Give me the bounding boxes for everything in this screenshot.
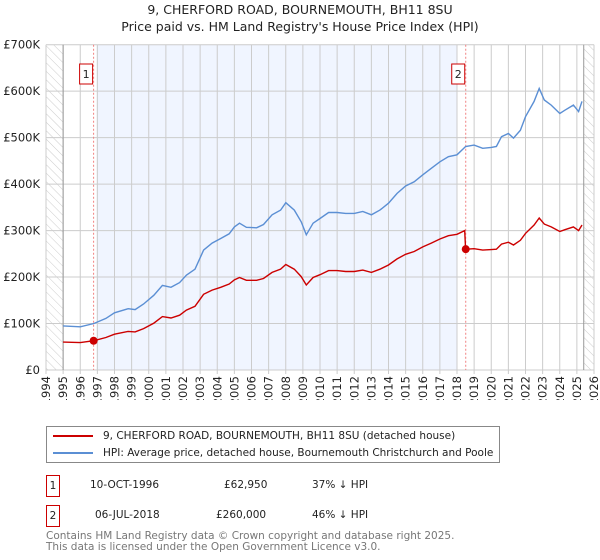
x-tick-label: 2012	[347, 376, 361, 400]
x-tick-label: 2003	[193, 376, 207, 400]
shaded-period	[96, 44, 458, 370]
y-tick-label: £400K	[3, 177, 40, 191]
x-tick-label: 2011	[330, 376, 344, 400]
sale-point	[89, 336, 98, 345]
transaction-price: £62,950	[224, 479, 268, 491]
y-tick-label: £500K	[3, 131, 40, 145]
legend-item-property: 9, CHERFORD ROAD, BOURNEMOUTH, BH11 8SU …	[53, 428, 455, 444]
transaction-row: 1 10-OCT-1996 £62,950 37% ↓ HPI	[46, 475, 446, 497]
legend: 9, CHERFORD ROAD, BOURNEMOUTH, BH11 8SU …	[46, 426, 500, 463]
x-tick-label: 1995	[56, 376, 70, 400]
x-tick-label: 2006	[245, 376, 259, 400]
legend-swatch-red	[53, 435, 93, 437]
y-tick-label: £600K	[3, 84, 40, 98]
y-tick-label: £200K	[3, 270, 40, 284]
x-tick-label: 2005	[227, 376, 241, 400]
x-tick-label: 1998	[108, 376, 122, 400]
hatched-region-before	[46, 44, 64, 370]
x-tick-label: 2001	[159, 376, 173, 400]
y-tick-label: £300K	[3, 224, 40, 238]
legend-label: 9, CHERFORD ROAD, BOURNEMOUTH, BH11 8SU …	[103, 430, 456, 442]
sale-marker-box	[79, 63, 94, 85]
x-tick-label: 2008	[279, 376, 293, 400]
x-tick-label: 2024	[553, 376, 567, 400]
x-tick-label: 2018	[450, 376, 464, 400]
x-tick-label: 2023	[536, 376, 550, 400]
transaction-number: 2	[46, 505, 60, 527]
chart-title: 9, CHERFORD ROAD, BOURNEMOUTH, BH11 8SU	[147, 2, 453, 17]
x-tick-label: 1999	[125, 376, 139, 400]
y-tick-label: £0	[25, 363, 40, 377]
x-tick-label: 2010	[313, 376, 327, 400]
transaction-number: 1	[46, 475, 60, 497]
hpi-line	[63, 86, 583, 328]
transaction-hpi: 37% ↓ HPI	[312, 479, 369, 491]
x-tick-label: 2004	[210, 376, 224, 400]
x-tick-label: 2022	[519, 376, 533, 400]
x-tick-label: 2016	[416, 376, 430, 400]
x-tick-label: 2002	[176, 376, 190, 400]
footer-licence: This data is licensed under the Open Gov…	[46, 541, 381, 553]
transaction-price: £260,000	[216, 509, 267, 521]
transaction-row: 2 06-JUL-2018 £260,000 46% ↓ HPI	[46, 505, 446, 527]
sale-marker-box	[451, 63, 466, 85]
property-price-line	[63, 216, 583, 344]
legend-label: HPI: Average price, detached house, Bour…	[103, 447, 494, 459]
x-tick-label: 2009	[296, 376, 310, 400]
x-tick-label: 2017	[433, 376, 447, 400]
x-tick-label: 2025	[570, 376, 584, 400]
y-tick-label: £100K	[3, 317, 40, 331]
footer-copyright: Contains HM Land Registry data © Crown c…	[46, 530, 455, 542]
y-tick-label: £700K	[3, 38, 40, 52]
legend-item-hpi: HPI: Average price, detached house, Bour…	[53, 445, 493, 461]
x-tick-label: 2013	[364, 376, 378, 400]
transaction-date: 06-JUL-2018	[95, 509, 160, 521]
x-tick-label: 1994	[39, 376, 53, 400]
x-tick-label: 2020	[484, 376, 498, 400]
transaction-hpi: 46% ↓ HPI	[312, 509, 369, 521]
x-tick-label: 2014	[382, 376, 396, 400]
transaction-date: 10-OCT-1996	[90, 479, 159, 491]
x-tick-label: 2000	[142, 376, 156, 400]
sale-point	[461, 245, 470, 254]
legend-swatch-blue	[53, 452, 93, 454]
price-chart: 1994 1995 1996 1997 1998 1999 2000 2001 2002 2003…	[3, 38, 600, 400]
x-tick-label: 1997	[90, 376, 104, 400]
x-tick-label: 2019	[467, 376, 481, 400]
x-tick-label: 1996	[73, 376, 87, 400]
x-tick-label: 2015	[399, 376, 413, 400]
sale-marker-label: 1	[83, 68, 90, 81]
chart-subtitle: Price paid vs. HM Land Registry's House …	[121, 19, 479, 34]
hatched-region-after	[583, 44, 594, 370]
x-tick-label: 2026	[587, 376, 600, 400]
x-tick-label: 2021	[501, 376, 515, 400]
x-tick-label: 2007	[262, 376, 276, 400]
sale-marker-label: 2	[455, 68, 462, 81]
